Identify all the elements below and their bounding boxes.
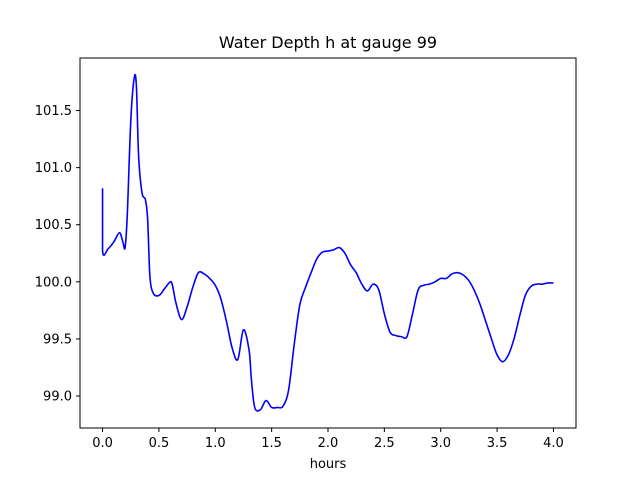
y-tick-label: 99.5 [43, 332, 72, 347]
x-tick-label: 1.0 [205, 436, 226, 451]
x-tick-label: 0.0 [92, 436, 113, 451]
x-tick-label: 3.0 [430, 436, 451, 451]
x-tick-label: 1.5 [261, 436, 282, 451]
x-tick-label: 2.0 [318, 436, 339, 451]
y-tick-label: 99.0 [43, 390, 72, 405]
plot-frame [79, 57, 577, 429]
x-tick-label: 4.0 [543, 436, 564, 451]
x-tick-label: 0.5 [149, 436, 170, 451]
y-tick-label: 100.5 [35, 218, 72, 233]
x-tick-label: 2.5 [374, 436, 395, 451]
y-tick-label: 100.0 [35, 275, 72, 290]
chart-title: Water Depth h at gauge 99 [219, 33, 437, 52]
y-tick-label: 101.5 [35, 104, 72, 119]
x-axis-label: hours [310, 457, 347, 472]
x-tick-label: 3.5 [487, 436, 508, 451]
series-line [101, 73, 554, 412]
y-tick-label: 101.0 [35, 161, 72, 176]
